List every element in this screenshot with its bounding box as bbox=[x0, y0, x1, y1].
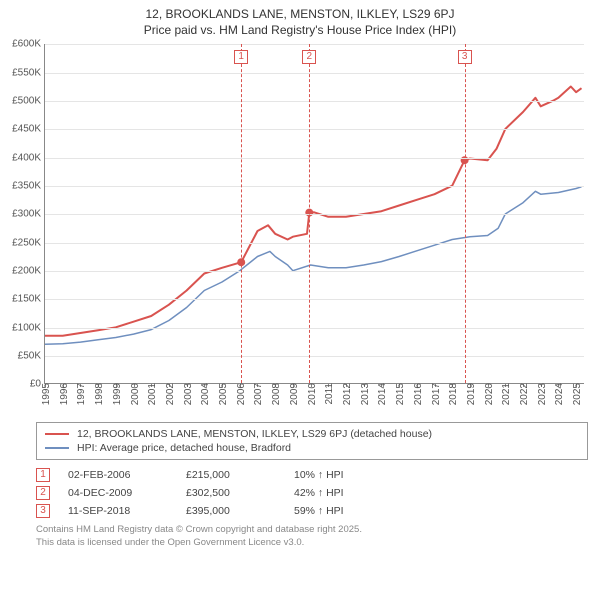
y-tick-label: £350K bbox=[12, 181, 45, 192]
event-line bbox=[241, 44, 242, 383]
x-tick-label: 1997 bbox=[76, 383, 87, 405]
event-delta: 59% ↑ HPI bbox=[294, 505, 384, 517]
chart-plot-area: £0£50K£100K£150K£200K£250K£300K£350K£400… bbox=[44, 44, 584, 384]
y-gridline bbox=[45, 186, 584, 187]
x-tick-label: 1996 bbox=[59, 383, 70, 405]
legend-label: HPI: Average price, detached house, Brad… bbox=[77, 442, 291, 454]
y-gridline bbox=[45, 299, 584, 300]
legend-item: 12, BROOKLANDS LANE, MENSTON, ILKLEY, LS… bbox=[45, 427, 579, 441]
x-tick-label: 2015 bbox=[395, 383, 406, 405]
x-tick-label: 2016 bbox=[413, 383, 424, 405]
x-tick-label: 1999 bbox=[112, 383, 123, 405]
x-tick-label: 2012 bbox=[342, 383, 353, 405]
x-tick-label: 2025 bbox=[572, 383, 583, 405]
y-tick-label: £250K bbox=[12, 237, 45, 248]
event-date: 02-FEB-2006 bbox=[68, 469, 168, 481]
x-tick-label: 2024 bbox=[554, 383, 565, 405]
y-gridline bbox=[45, 129, 584, 130]
y-gridline bbox=[45, 101, 584, 102]
x-tick-label: 2013 bbox=[360, 383, 371, 405]
chart-title: 12, BROOKLANDS LANE, MENSTON, ILKLEY, LS… bbox=[0, 0, 600, 40]
title-line2: Price paid vs. HM Land Registry's House … bbox=[8, 22, 592, 38]
y-tick-label: £100K bbox=[12, 322, 45, 333]
y-tick-label: £450K bbox=[12, 124, 45, 135]
footer: Contains HM Land Registry data © Crown c… bbox=[36, 524, 588, 549]
y-gridline bbox=[45, 214, 584, 215]
legend: 12, BROOKLANDS LANE, MENSTON, ILKLEY, LS… bbox=[36, 422, 588, 460]
x-tick-label: 2010 bbox=[307, 383, 318, 405]
y-gridline bbox=[45, 271, 584, 272]
y-gridline bbox=[45, 328, 584, 329]
x-tick-label: 2021 bbox=[501, 383, 512, 405]
x-tick-label: 1998 bbox=[94, 383, 105, 405]
event-date: 11-SEP-2018 bbox=[68, 505, 168, 517]
y-tick-label: £600K bbox=[12, 39, 45, 50]
event-date: 04-DEC-2009 bbox=[68, 487, 168, 499]
series-hpi bbox=[45, 187, 582, 344]
legend-swatch bbox=[45, 447, 69, 449]
x-tick-label: 2020 bbox=[484, 383, 495, 405]
y-tick-label: £150K bbox=[12, 294, 45, 305]
y-gridline bbox=[45, 243, 584, 244]
event-number: 2 bbox=[36, 486, 50, 500]
y-gridline bbox=[45, 44, 584, 45]
x-tick-label: 2011 bbox=[324, 383, 335, 405]
x-tick-label: 1995 bbox=[41, 383, 52, 405]
event-row: 1 02-FEB-2006 £215,000 10% ↑ HPI bbox=[36, 466, 588, 484]
y-gridline bbox=[45, 356, 584, 357]
y-gridline bbox=[45, 158, 584, 159]
event-delta: 10% ↑ HPI bbox=[294, 469, 384, 481]
x-tick-label: 2009 bbox=[289, 383, 300, 405]
x-tick-label: 2006 bbox=[236, 383, 247, 405]
y-tick-label: £550K bbox=[12, 67, 45, 78]
footer-line1: Contains HM Land Registry data © Crown c… bbox=[36, 524, 588, 536]
legend-label: 12, BROOKLANDS LANE, MENSTON, ILKLEY, LS… bbox=[77, 428, 432, 440]
x-tick-label: 2014 bbox=[377, 383, 388, 405]
event-row: 3 11-SEP-2018 £395,000 59% ↑ HPI bbox=[36, 502, 588, 520]
x-tick-label: 2019 bbox=[466, 383, 477, 405]
event-line bbox=[465, 44, 466, 383]
y-tick-label: £500K bbox=[12, 96, 45, 107]
event-number: 1 bbox=[36, 468, 50, 482]
x-tick-label: 2003 bbox=[183, 383, 194, 405]
event-price: £215,000 bbox=[186, 469, 276, 481]
x-tick-label: 2008 bbox=[271, 383, 282, 405]
x-tick-label: 2018 bbox=[448, 383, 459, 405]
y-gridline bbox=[45, 73, 584, 74]
event-row: 2 04-DEC-2009 £302,500 42% ↑ HPI bbox=[36, 484, 588, 502]
x-tick-label: 2000 bbox=[130, 383, 141, 405]
event-delta: 42% ↑ HPI bbox=[294, 487, 384, 499]
y-tick-label: £50K bbox=[18, 351, 45, 362]
x-tick-label: 2022 bbox=[519, 383, 530, 405]
x-tick-label: 2023 bbox=[537, 383, 548, 405]
x-tick-label: 2001 bbox=[147, 383, 158, 405]
title-line1: 12, BROOKLANDS LANE, MENSTON, ILKLEY, LS… bbox=[8, 6, 592, 22]
legend-item: HPI: Average price, detached house, Brad… bbox=[45, 441, 579, 455]
events-table: 1 02-FEB-2006 £215,000 10% ↑ HPI 2 04-DE… bbox=[36, 466, 588, 520]
y-tick-label: £200K bbox=[12, 266, 45, 277]
event-price: £302,500 bbox=[186, 487, 276, 499]
event-price: £395,000 bbox=[186, 505, 276, 517]
event-line bbox=[309, 44, 310, 383]
x-tick-label: 2017 bbox=[431, 383, 442, 405]
event-marker: 1 bbox=[234, 50, 248, 64]
y-tick-label: £400K bbox=[12, 152, 45, 163]
x-tick-label: 2004 bbox=[200, 383, 211, 405]
event-number: 3 bbox=[36, 504, 50, 518]
legend-swatch bbox=[45, 433, 69, 435]
x-tick-label: 2005 bbox=[218, 383, 229, 405]
event-marker: 2 bbox=[302, 50, 316, 64]
event-marker: 3 bbox=[458, 50, 472, 64]
y-tick-label: £300K bbox=[12, 209, 45, 220]
x-tick-label: 2007 bbox=[253, 383, 264, 405]
x-tick-label: 2002 bbox=[165, 383, 176, 405]
footer-line2: This data is licensed under the Open Gov… bbox=[36, 537, 588, 549]
